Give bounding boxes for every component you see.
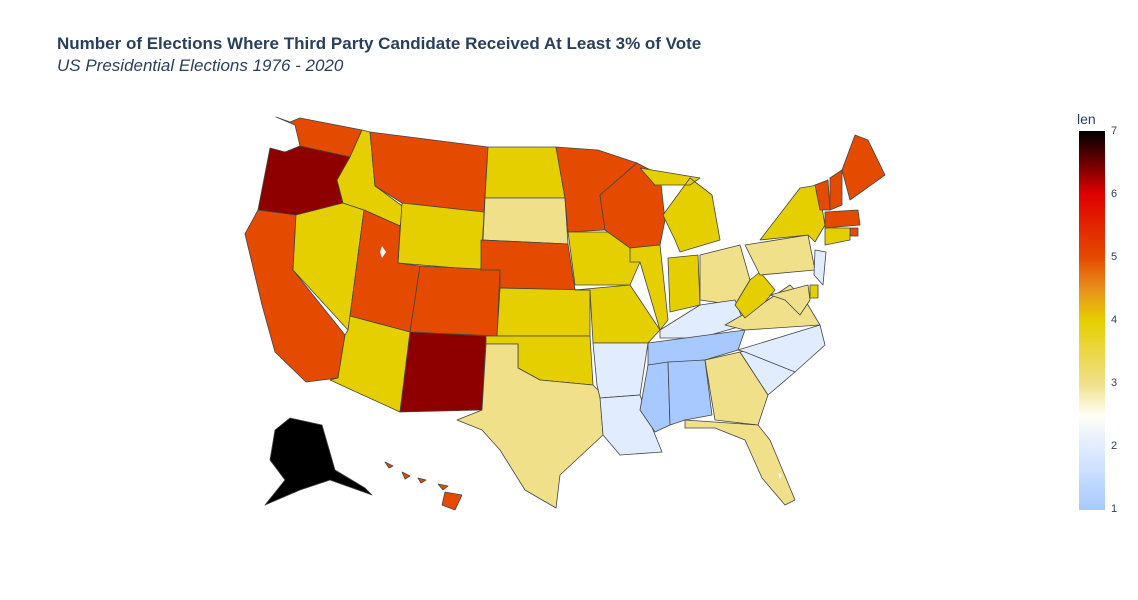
chart-title: Number of Elections Where Third Party Ca… [57, 34, 702, 53]
state-ny[interactable] [759, 184, 826, 243]
state-de[interactable] [809, 284, 819, 299]
state-wy[interactable] [397, 202, 485, 271]
state-tx[interactable] [456, 343, 604, 509]
state-ar[interactable] [592, 342, 649, 399]
colorbar [1079, 131, 1105, 510]
state-al[interactable] [667, 359, 713, 426]
state-az[interactable] [329, 315, 411, 413]
state-pa[interactable] [744, 234, 816, 276]
state-ms[interactable] [639, 361, 671, 433]
state-la[interactable] [599, 394, 663, 456]
state-sd[interactable] [482, 197, 569, 245]
state-nh[interactable] [829, 169, 843, 211]
state-hi[interactable] [384, 461, 463, 511]
state-ct[interactable] [824, 227, 851, 246]
colorbar-tick-1: 1 [1111, 503, 1118, 515]
state-md[interactable] [769, 284, 811, 316]
state-co[interactable] [409, 265, 501, 337]
state-mi[interactable] [639, 167, 721, 253]
colorbar-tick-6: 6 [1111, 188, 1118, 200]
state-ks[interactable] [496, 287, 591, 337]
chart-subtitle: US Presidential Elections 1976 - 2020 [57, 56, 344, 75]
state-ma[interactable] [824, 209, 861, 229]
state-fl[interactable] [684, 419, 796, 506]
state-nd[interactable] [484, 146, 566, 199]
colorbar-tick-7: 7 [1111, 125, 1118, 137]
state-ri[interactable] [849, 227, 859, 237]
state-wi[interactable] [599, 162, 666, 249]
colorbar-title: len [1077, 111, 1096, 127]
great-salt-lake [380, 246, 386, 258]
state-nc[interactable] [737, 324, 826, 373]
colorbar-tick-2: 2 [1111, 440, 1118, 452]
state-tn[interactable] [647, 329, 746, 366]
colorbar-tick-3: 3 [1111, 377, 1118, 389]
state-ga[interactable] [704, 351, 769, 426]
state-wv[interactable] [734, 271, 776, 319]
state-nm[interactable] [399, 331, 487, 413]
state-in[interactable] [667, 254, 701, 313]
lake-okeechobee [778, 473, 782, 479]
state-nj[interactable] [813, 249, 827, 286]
colorbar-tick-4: 4 [1111, 314, 1118, 326]
state-me[interactable] [841, 134, 886, 201]
state-ak[interactable] [264, 417, 373, 506]
colorbar-tick-5: 5 [1111, 251, 1118, 263]
